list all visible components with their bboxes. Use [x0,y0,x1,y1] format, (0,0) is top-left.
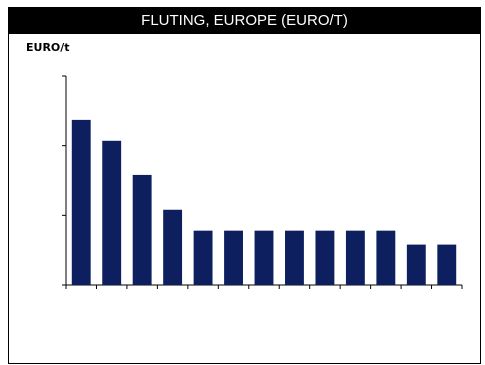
bar [132,174,152,285]
bar [254,230,274,285]
bar [71,119,91,285]
bar [193,230,213,285]
bar [163,209,183,285]
bar [102,140,122,285]
bar [224,230,243,285]
bar [406,244,426,285]
bar [376,230,396,285]
chart-bars [71,119,457,285]
chart-title: FLUTING, EUROPE (EURO/T) [9,8,480,34]
bar [437,244,457,285]
y-axis-unit-label: EURO/t [26,41,70,54]
bar [345,230,365,285]
bar [285,230,304,285]
bar [315,230,335,285]
